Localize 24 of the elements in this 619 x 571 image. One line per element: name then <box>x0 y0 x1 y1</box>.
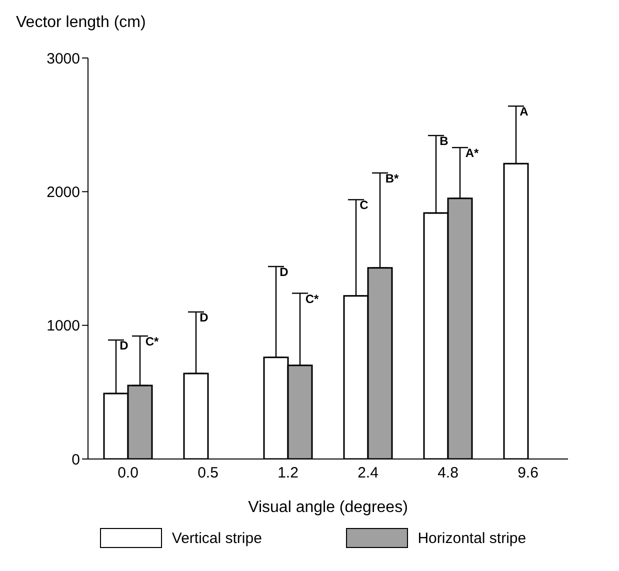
y-tick-label: 3000 <box>46 50 80 68</box>
x-tick-label: 0.5 <box>198 464 218 482</box>
x-tick-label: 1.2 <box>278 464 298 482</box>
legend-label: Horizontal stripe <box>418 530 526 546</box>
x-tick-label: 0.0 <box>118 464 138 482</box>
x-tick-label: 2.4 <box>358 464 378 482</box>
annotation: C* <box>145 334 159 349</box>
y-axis-title: Vector length (cm) <box>16 14 146 32</box>
annotation: B <box>440 134 449 148</box>
x-tick-label: 4.8 <box>438 464 458 482</box>
annotation: B* <box>385 171 399 186</box>
annotation: D <box>120 338 129 353</box>
y-tick-label: 1000 <box>46 318 80 335</box>
annotation: D <box>280 265 289 280</box>
annotation: D <box>200 310 209 324</box>
annotation: C* <box>305 292 319 306</box>
y-tick-label: 2000 <box>46 184 80 201</box>
annotation: C <box>360 198 369 212</box>
y-tick-label: 0 <box>72 451 80 468</box>
x-axis-title: Visual angle (degrees) <box>248 499 408 516</box>
annotation: A* <box>465 146 479 160</box>
legend-label: Vertical stripe <box>172 530 262 546</box>
annotation: A <box>520 104 529 119</box>
x-tick-label: 9.6 <box>518 464 538 482</box>
